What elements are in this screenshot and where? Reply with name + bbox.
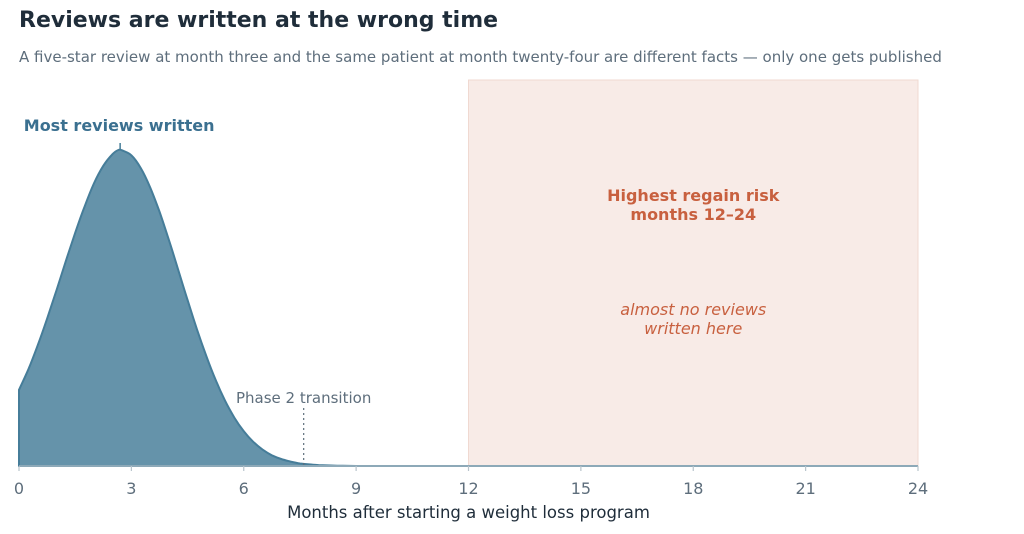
chart-title: Reviews are written at the wrong time: [19, 8, 499, 33]
regain-risk-months: months 12–24: [630, 205, 756, 224]
x-tick-label: 24: [908, 479, 928, 498]
peak-annotation: Most reviews written: [24, 116, 215, 135]
x-tick-label: 21: [795, 479, 815, 498]
few-reviews-note-line1: almost no reviews: [620, 300, 766, 319]
x-tick-label: 18: [683, 479, 703, 498]
phase-2-annotation: Phase 2 transition: [236, 389, 371, 407]
regain-risk-region: [468, 79, 919, 467]
x-tick-label: 12: [458, 479, 478, 498]
x-tick-label: 9: [351, 479, 361, 498]
x-tick-label: 0: [14, 479, 24, 498]
x-axis-label: Months after starting a weight loss prog…: [287, 503, 650, 522]
regain-risk-title: Highest regain risk: [607, 186, 780, 205]
x-tick-label: 15: [571, 479, 591, 498]
x-axis-ticks: 0 3 6 9 12 15 18 21 24: [14, 466, 928, 498]
x-tick-label: 3: [126, 479, 136, 498]
chart-subtitle: A five-star review at month three and th…: [19, 48, 942, 66]
few-reviews-note-line2: written here: [644, 319, 742, 338]
x-tick-label: 6: [239, 479, 249, 498]
